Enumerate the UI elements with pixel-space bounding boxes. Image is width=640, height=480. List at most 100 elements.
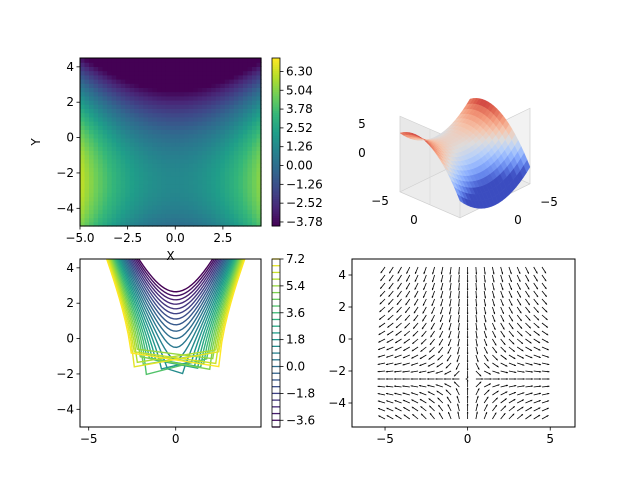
- heatmap-cell: [134, 129, 140, 135]
- heatmap-cell: [161, 137, 167, 143]
- heatmap-cell: [152, 184, 158, 189]
- heatmap-cell: [93, 79, 99, 84]
- heatmap-cell: [202, 58, 208, 63]
- quiver-arrow-head: [539, 370, 542, 373]
- quiver-arrow-head: [394, 400, 397, 402]
- heatmap-cell: [170, 171, 176, 177]
- heatmap-cell: [233, 171, 239, 177]
- heatmap-cell: [224, 100, 230, 105]
- heatmap-cell: [247, 100, 253, 105]
- heatmap-cell: [143, 74, 149, 80]
- heatmap-cell: [129, 121, 135, 126]
- quiver-arrow-head: [423, 280, 426, 283]
- heatmap-cell: [93, 213, 99, 219]
- quiver-arrow-head: [466, 328, 469, 331]
- heatmap-cell: [111, 196, 117, 202]
- heatmap-cell: [256, 179, 262, 185]
- heatmap-cell: [184, 221, 190, 227]
- colorbar-tick-label: −2.52: [286, 196, 323, 210]
- quiver-arrow-head: [547, 378, 550, 380]
- heatmap-cell: [143, 142, 149, 147]
- heatmap-cell: [80, 116, 86, 122]
- quiver-arrow-head: [429, 342, 432, 345]
- heatmap-cell: [138, 58, 144, 63]
- heatmap-cell: [143, 100, 149, 105]
- heatmap-cell: [206, 221, 212, 227]
- heatmap-cell: [111, 95, 117, 101]
- heatmap-cell: [202, 163, 208, 168]
- quiver-arrow-head: [475, 272, 478, 275]
- heatmap-cell: [138, 175, 144, 181]
- heatmap-cell: [256, 133, 262, 139]
- heatmap-cell: [251, 66, 258, 72]
- heatmap-cell: [134, 179, 140, 185]
- heatmap-cell: [202, 200, 208, 206]
- heatmap-cell: [188, 137, 194, 143]
- heatmap-cell: [134, 171, 140, 177]
- quiver-arrow-head: [411, 356, 414, 359]
- heatmap-cell: [238, 87, 244, 93]
- heatmap-cell: [138, 83, 144, 88]
- heatmap-cell: [107, 142, 113, 147]
- heatmap-cell: [179, 205, 185, 210]
- heatmap-cell: [188, 121, 194, 126]
- heatmap-cell: [224, 125, 230, 130]
- heatmap-cell: [256, 146, 262, 151]
- heatmap-cell: [188, 79, 194, 84]
- heatmap-cell: [93, 154, 99, 160]
- heatmap-cell: [80, 217, 86, 223]
- heatmap-cell: [93, 171, 99, 177]
- quiver-arrow-head: [385, 378, 388, 380]
- heatmap-cell: [147, 167, 153, 172]
- heatmap-cell: [89, 205, 95, 210]
- quiver-arrow-head: [535, 279, 538, 282]
- heatmap-cell: [165, 163, 172, 168]
- quiver-arrow-head: [402, 399, 405, 402]
- quiver-arrow-head: [419, 392, 422, 394]
- heatmap-cell: [238, 200, 244, 206]
- heatmap-cell: [197, 200, 203, 206]
- heatmap-cell: [134, 112, 140, 118]
- quiver-arrow-head: [484, 272, 486, 275]
- quiver-arrow-head: [377, 363, 380, 365]
- heatmap-cell: [165, 167, 172, 172]
- quiver-arrow-head: [440, 280, 443, 283]
- heatmap-cell: [98, 188, 104, 193]
- heatmap-cell: [111, 116, 117, 122]
- quiver-arrow-head: [485, 343, 488, 346]
- heatmap-cell: [116, 87, 122, 93]
- quiver-arrow-head: [487, 389, 490, 392]
- quiver-arrow-head: [520, 326, 523, 329]
- quiver-arrow-head: [484, 320, 487, 323]
- quiver-arrow-head: [513, 357, 516, 359]
- heatmap-cell: [156, 58, 163, 63]
- heatmap-cell: [224, 175, 230, 181]
- heatmap-cell: [251, 209, 258, 214]
- heatmap-cell: [156, 167, 163, 172]
- heatmap-cell: [152, 217, 158, 223]
- heatmap-cell: [84, 154, 90, 160]
- colorbar-swatch: [272, 215, 280, 219]
- heatmap-cell: [229, 158, 235, 164]
- heatmap-cell: [80, 213, 86, 219]
- quiver-arrow-head: [546, 333, 549, 336]
- quiver-arrow-head: [413, 311, 416, 314]
- heatmap-cell: [98, 137, 104, 143]
- quiver-arrow-head: [447, 351, 450, 354]
- heatmap-cell: [80, 108, 86, 114]
- heatmap-cell: [170, 196, 176, 202]
- quiver-arrow-head: [456, 395, 459, 398]
- heatmap-cell: [233, 213, 239, 219]
- heatmap-cell: [206, 87, 212, 93]
- heatmap-cell: [224, 70, 230, 76]
- quiver-y-tick-label: −2: [328, 364, 346, 378]
- heatmap-cell: [143, 112, 149, 118]
- heatmap-cell: [120, 62, 126, 67]
- heatmap-cell: [152, 167, 158, 172]
- heatmap-cell: [125, 137, 131, 143]
- quiver-arrow-head: [435, 378, 438, 380]
- quiver-arrow-head: [402, 385, 405, 388]
- heatmap-cell: [251, 142, 258, 147]
- heatmap-cell: [93, 205, 99, 210]
